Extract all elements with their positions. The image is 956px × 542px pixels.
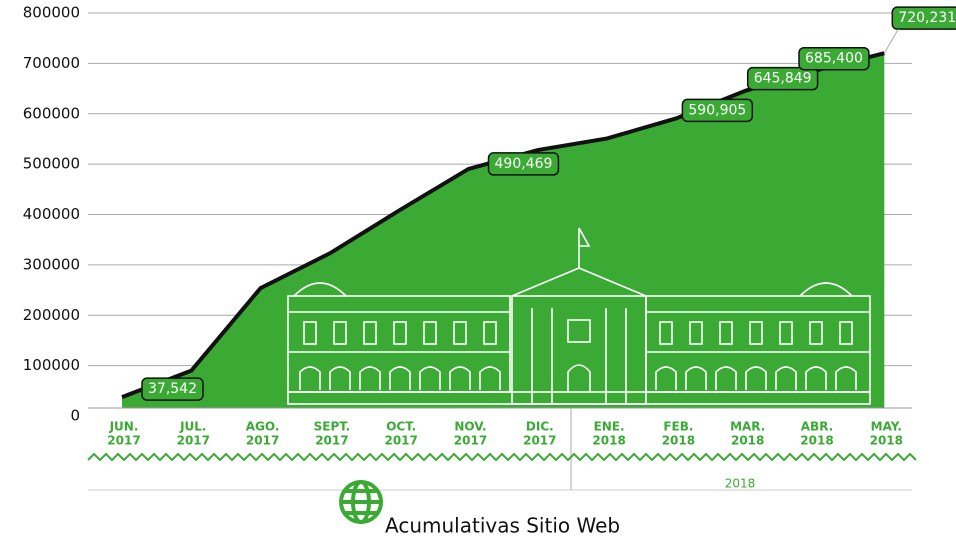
x-tick-label: 2017 [107,434,140,448]
data-label: 720,231 [891,6,956,30]
y-tick-label: 400000 [23,205,80,223]
y-tick-label: 500000 [23,155,80,173]
x-tick-label: 2018 [800,434,833,448]
window [423,321,437,345]
y-tick-label: 0 [70,407,80,425]
window [685,366,707,390]
window [839,321,853,345]
data-label-box [798,46,870,71]
x-tick-label: FEB. [663,420,693,434]
x-tick-label: OCT. [386,420,416,434]
y-tick-label: 800000 [23,4,80,22]
plot: 37,542 490,469 590,905 645,849 685,400 720,23… [121,6,956,409]
window [715,366,737,390]
window [303,321,317,345]
area [122,53,885,409]
y-tick-label: 300000 [23,255,80,273]
window [393,321,407,345]
data-label-text: 720,231 [898,10,956,26]
data-label-text: 590,905 [688,102,746,118]
x-tick-label: 2017 [454,434,487,448]
data-label-text: 37,542 [148,381,197,397]
window [659,321,673,345]
zigzag [87,452,917,462]
data-label-box [141,377,204,401]
window [419,366,441,390]
group-label: 2018 [725,477,756,491]
x-tick-label: ENE. [594,420,625,434]
y-tick-label: 700000 [23,54,80,72]
window [835,366,857,390]
window [775,366,797,390]
x-tick-label: MAR. [730,420,765,434]
data-label-text: 490,469 [495,156,553,172]
x-tick-label: 2018 [870,434,903,448]
x-tick-label: 2017 [177,434,210,448]
x-tick-label: SEPT. [314,420,351,434]
x-tick-label: JUL. [179,420,206,434]
x-tick-label: JUN. [109,420,139,434]
x-tick-label: 2017 [315,434,348,448]
window [479,366,501,390]
window [299,366,321,390]
window [779,321,793,345]
window [333,321,347,345]
x-axis [87,407,917,491]
window [749,321,763,345]
building-illustration [287,227,871,405]
data-label-text: 645,849 [754,71,812,87]
window [363,321,377,345]
x-tick-label: AGO. [246,420,280,434]
globe-icon [339,480,383,524]
window [805,366,827,390]
x-tick-label: 2017 [384,434,417,448]
window [483,321,497,345]
window [453,321,467,345]
window [655,366,677,390]
data-label: 590,905 [681,98,754,123]
window [449,366,471,390]
data-label: 685,400 [798,46,870,71]
y-tick-label: 600000 [23,104,80,122]
data-label-box [746,66,819,91]
window [389,366,411,390]
x-tick-label: 2018 [592,434,625,448]
y-tick-label: 200000 [23,306,80,324]
data-label-box [891,6,956,30]
x-tick-label: ABR. [801,420,833,434]
x-tick-label: 2018 [662,434,695,448]
x-tick-label: DIC. [526,420,554,434]
window [689,321,703,345]
x-tick-label: NOV. [454,420,486,434]
window [329,366,351,390]
chart-title: Acumulativas Sitio Web [385,514,620,538]
data-label-box [681,98,754,123]
data-label-box [487,152,560,176]
y-tick-label: 100000 [23,356,80,374]
x-tick-label: 2017 [523,434,556,448]
data-label: 490,469 [487,152,560,176]
window [359,366,381,390]
data-label-text: 685,400 [805,51,863,67]
window [809,321,823,345]
x-tick-label: 2017 [246,434,279,448]
window [745,366,767,390]
data-label: 645,849 [746,66,819,91]
data-label: 37,542 [141,377,204,401]
window [719,321,733,345]
leader-line [883,28,899,54]
x-tick-label: MAY. [871,420,902,434]
x-tick-label: 2018 [731,434,764,448]
